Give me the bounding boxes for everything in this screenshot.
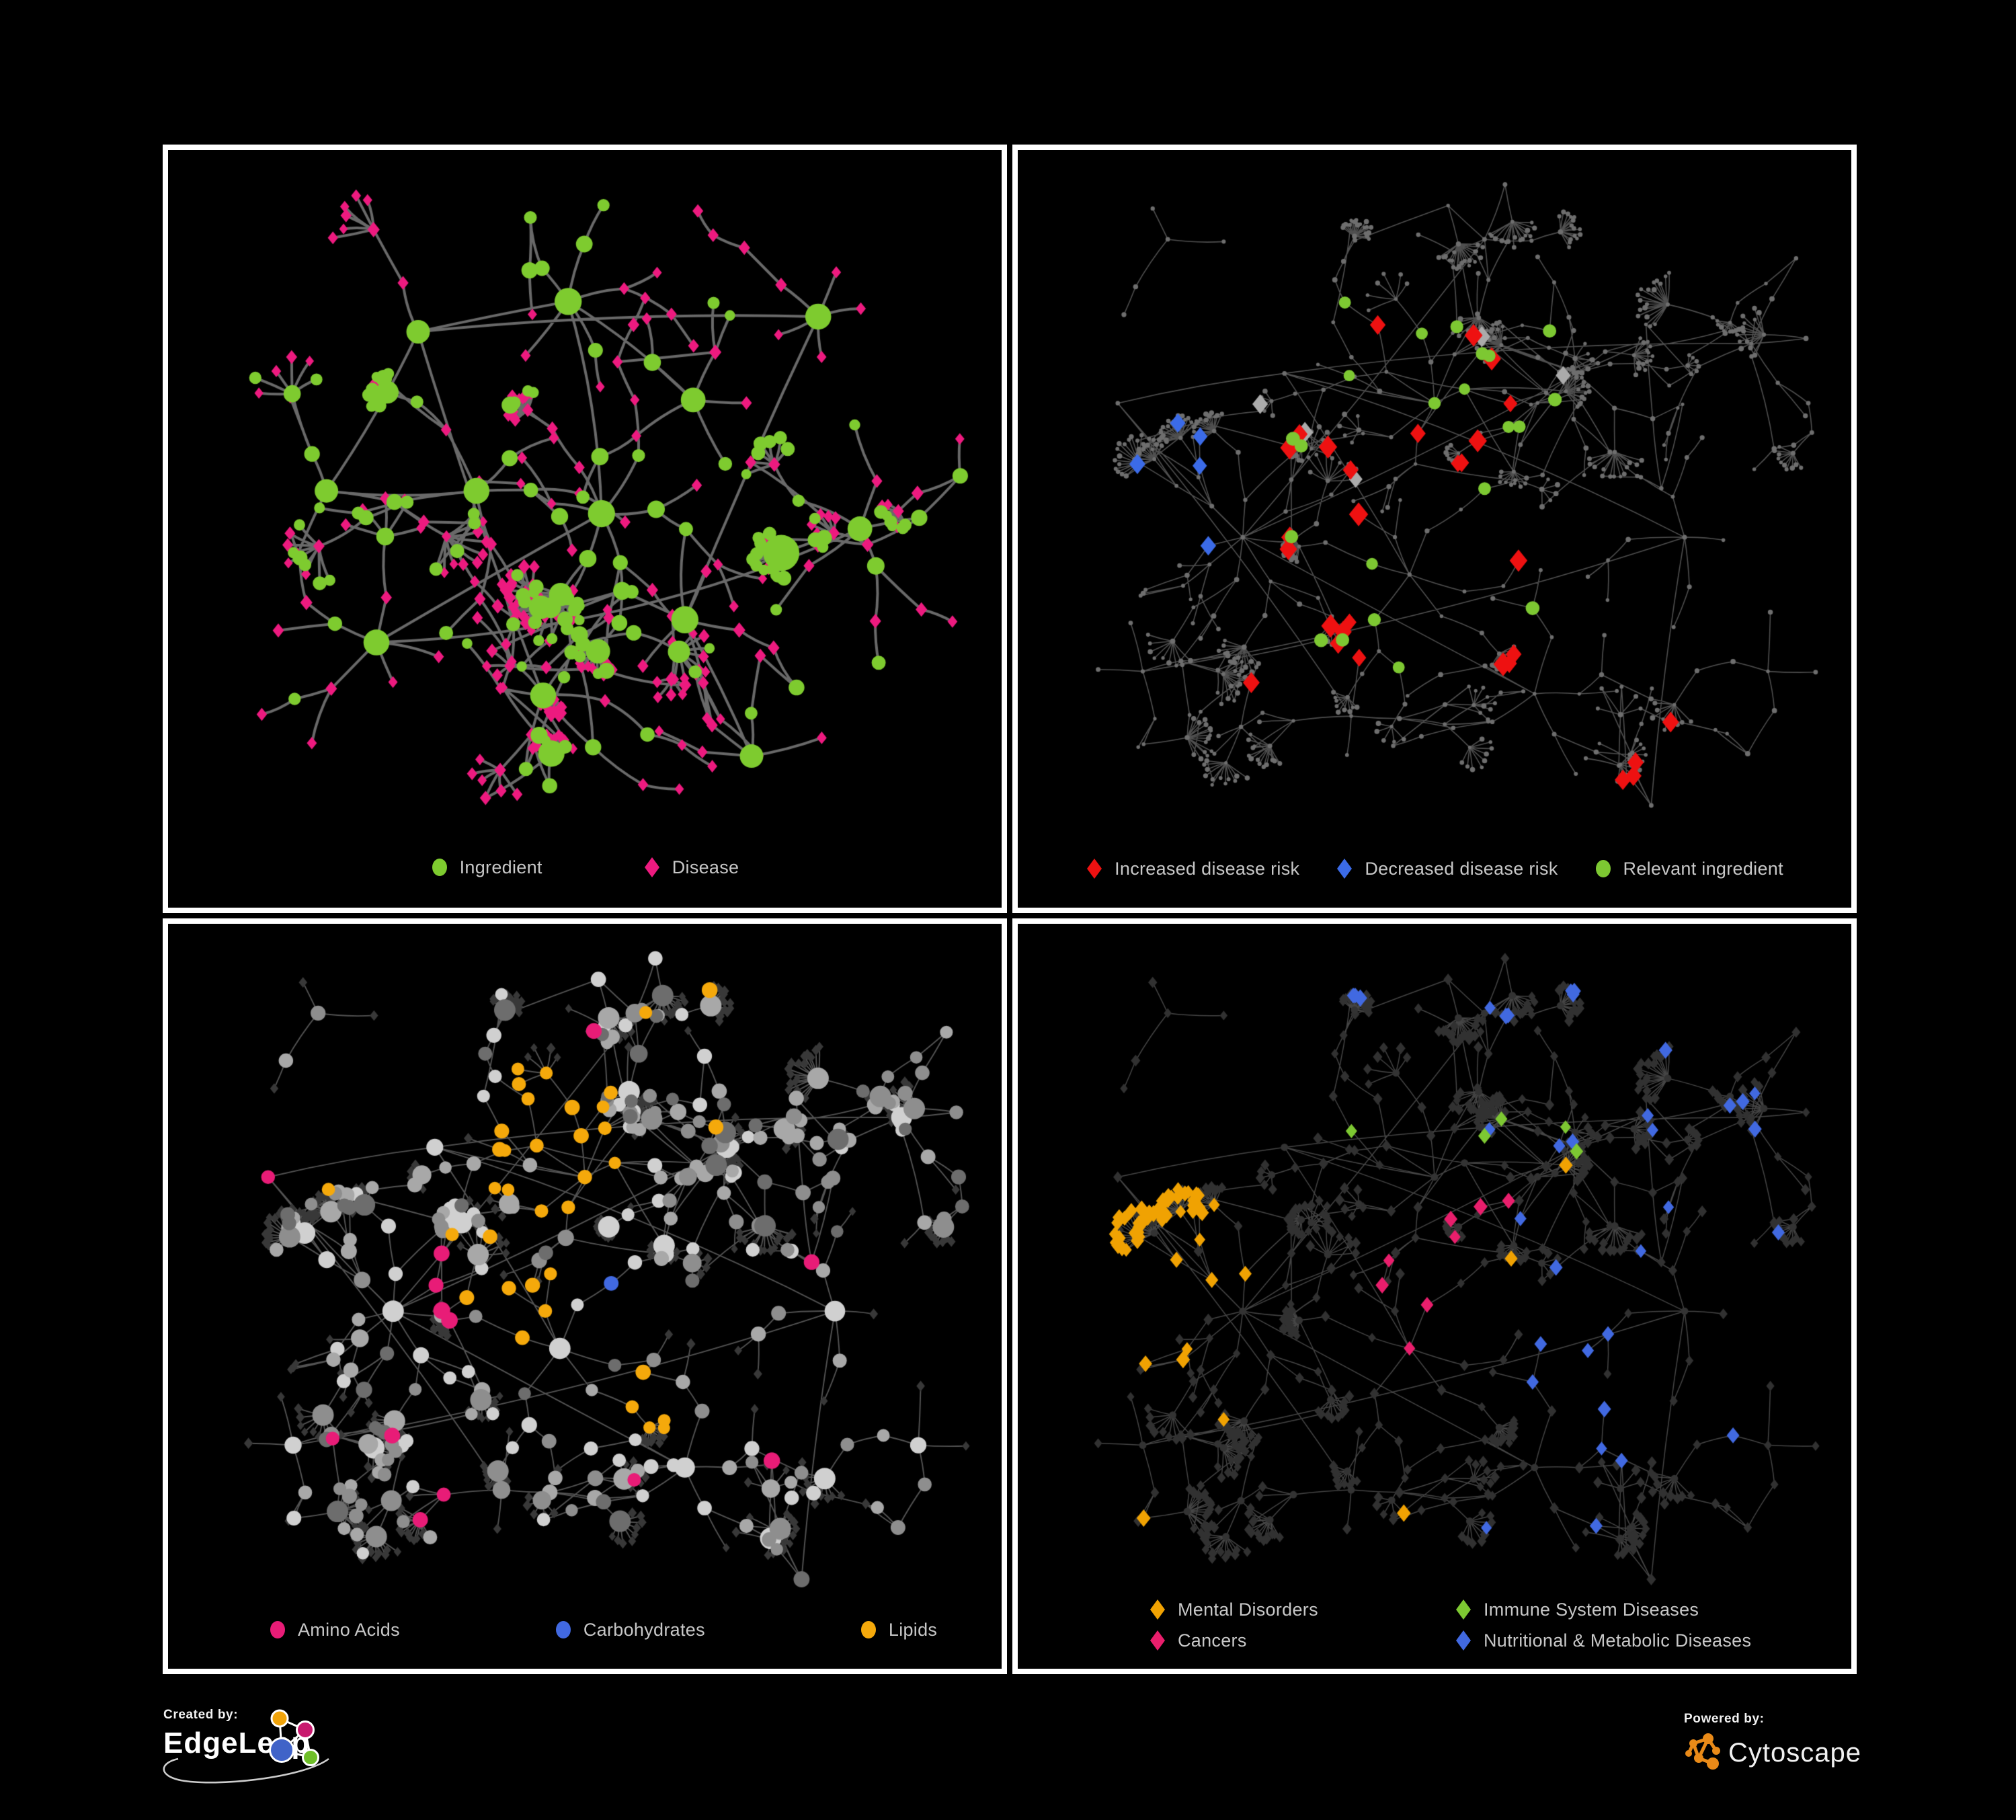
panel-macronutrient-classes: Amino Acids Carbohydrates Lipids [163,918,1007,1674]
carbohydrates-marker-icon [555,1621,571,1638]
legend-label: Cancers [1178,1630,1247,1651]
legend-label: Lipids [888,1619,938,1640]
created-by-label: Created by: [163,1708,239,1722]
disease-risk-legend: Increased disease risk Decreased disease … [1018,858,1851,879]
legend-label: Disease [672,857,739,877]
legend-label: Amino Acids [298,1619,400,1640]
legend-label: Carbohydrates [583,1619,705,1640]
legend-item-nutritional-metabolic-diseases: Nutritional & Metabolic Diseases [1455,1630,1851,1651]
macronutrient-network-canvas [168,924,1002,1669]
increased-disease-risk-marker-icon [1087,859,1102,879]
legend-item-immune-system-diseases: Immune System Diseases [1455,1599,1851,1620]
macronutrient-legend: Amino Acids Carbohydrates Lipids [168,1619,1002,1640]
panel-ingredient-disease: Ingredient Disease [163,145,1007,913]
legend-item-lipids: Lipids [860,1619,937,1640]
edgeleap-logo-icon [269,1709,319,1766]
legend-label: Nutritional & Metabolic Diseases [1484,1630,1752,1651]
cancers-marker-icon [1150,1630,1165,1651]
powered-by-label: Powered by: [1684,1712,1765,1726]
created-by-block: Created by: EdgeLeap [163,1708,540,1819]
edgeleap-swoosh-icon [163,1757,329,1784]
amino-acids-marker-icon [270,1621,285,1638]
legend-item-disease: Disease [643,857,739,878]
disease-categories-network-canvas [1018,924,1851,1669]
decreased-disease-risk-marker-icon [1337,859,1353,879]
immune-system-diseases-marker-icon [1456,1599,1471,1620]
legend-item-amino-acids: Amino Acids [269,1619,400,1640]
ingredient-disease-legend: Ingredient Disease [168,857,1002,878]
nutritional-metabolic-diseases-marker-icon [1456,1630,1471,1651]
ingredient-marker-icon [432,859,447,876]
cytoscape-logo-icon [1685,1733,1720,1770]
powered-by-block: Powered by: Cytoscape [1684,1712,1861,1773]
legend-item-ingredient: Ingredient [431,857,542,878]
legend-item-cancers: Cancers [1149,1630,1455,1651]
panel-grid: Ingredient Disease Increased disease risk… [163,145,1857,1674]
cytoscape-wordmark: Cytoscape [1728,1737,1861,1768]
mental-disorders-marker-icon [1150,1599,1165,1620]
legend-item-decreased-disease-risk: Decreased disease risk [1336,858,1558,879]
relevant-ingredient-marker-icon [1595,860,1611,877]
disease-marker-icon [644,857,659,877]
legend-label: Mental Disorders [1178,1599,1318,1620]
legend-item-mental-disorders: Mental Disorders [1149,1599,1455,1620]
lipids-marker-icon [860,1621,876,1638]
legend-item-increased-disease-risk: Increased disease risk [1086,858,1299,879]
ingredient-disease-network-canvas [168,150,1002,908]
legend-label: Immune System Diseases [1484,1599,1699,1620]
legend-label: Increased disease risk [1115,858,1300,879]
legend-label: Ingredient [459,857,542,877]
panel-disease-risk: Increased disease risk Decreased disease … [1012,145,1857,913]
legend-item-carbohydrates: Carbohydrates [555,1619,705,1640]
legend-item-relevant-ingredient: Relevant ingredient [1595,858,1783,879]
panel-disease-categories: Mental Disorders Immune System Diseases Ca… [1012,918,1857,1674]
disease-risk-network-canvas [1018,150,1851,908]
disease-categories-legend: Mental Disorders Immune System Diseases Ca… [1018,1599,1851,1651]
legend-label: Relevant ingredient [1623,858,1783,879]
legend-label: Decreased disease risk [1365,858,1558,879]
